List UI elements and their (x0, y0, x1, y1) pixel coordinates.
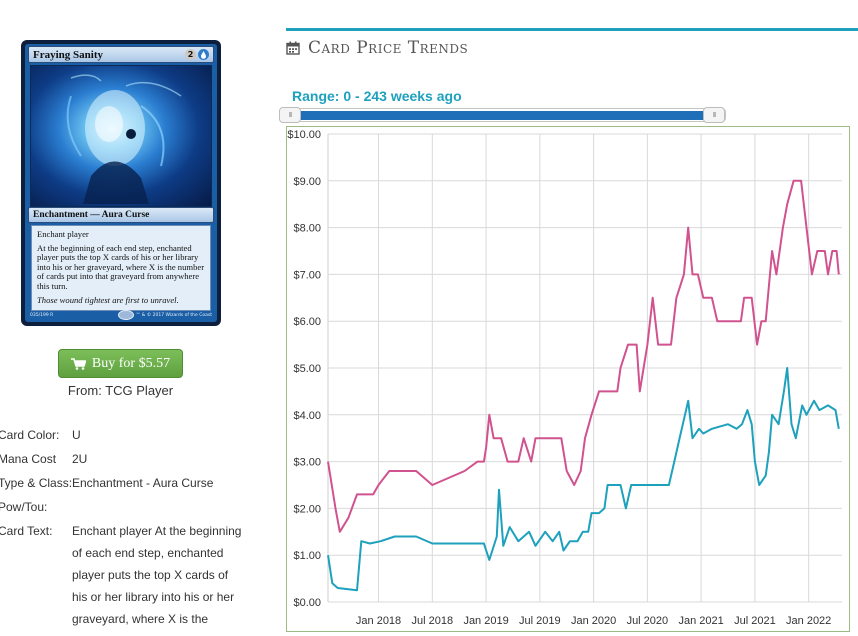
x-tick-label: Jul 2019 (519, 615, 561, 627)
detail-value-text: Enchant player At the beginning of each … (72, 520, 262, 630)
detail-value-type: Enchantment - Aura Curse (72, 476, 214, 490)
shopping-cart-icon (70, 357, 86, 370)
y-tick-label: $9.00 (293, 176, 321, 188)
chart-title: Card Price Trends (308, 38, 469, 58)
card-text-line: Enchant player At the beginning (72, 524, 242, 538)
y-tick-label: $6.00 (293, 316, 321, 328)
detail-value-color: U (72, 428, 81, 442)
header-divider (286, 28, 858, 31)
y-tick-label: $0.00 (293, 597, 321, 609)
range-slider-fill (291, 111, 713, 120)
detail-label-powtou: Pow/Tou: (0, 500, 48, 514)
x-tick-label: Jan 2022 (786, 615, 831, 627)
detail-value-mana: 2U (72, 452, 88, 466)
card-text-line: graveyard, where X is the (72, 612, 209, 626)
mana-blue-symbol (198, 49, 209, 60)
x-tick-label: Jul 2021 (734, 615, 776, 627)
y-tick-label: $5.00 (293, 363, 321, 375)
card-mana-cost: 2 (185, 49, 209, 60)
card-text-box: Enchant player At the beginning of each … (31, 225, 211, 311)
card-text-line: player puts the top X cards of (72, 568, 229, 582)
card-rules-line-2: At the beginning of each end step, encha… (37, 242, 205, 291)
detail-label-text: Card Text: (0, 524, 53, 538)
range-slider-handle-start[interactable]: III (279, 107, 301, 123)
price-series-line-2 (327, 367, 840, 592)
y-tick-label: $3.00 (293, 457, 321, 469)
buy-button-label: Buy for $5.57 (91, 355, 171, 371)
card-image: Fraying Sanity 2 Enchantment — Aura C (21, 40, 221, 326)
range-slider-handle-end[interactable]: III (703, 107, 725, 123)
range-slider[interactable]: III III (279, 107, 726, 123)
detail-label-type: Type & Class: (0, 476, 73, 490)
card-rules-line-1: Enchant player (37, 229, 89, 239)
y-tick-label: $1.00 (293, 550, 321, 562)
card-frame: Fraying Sanity 2 Enchantment — Aura C (25, 44, 217, 322)
x-tick-label: Jul 2020 (627, 615, 669, 627)
buy-button[interactable]: Buy for $5.57 (58, 349, 183, 378)
card-type-line: Enchantment — Aura Curse (33, 210, 150, 220)
range-label: Range: 0 - 243 weeks ago (292, 88, 462, 104)
price-chart: $0.00 $1.00 $2.00 $3.00 $4.00 $5.00 $6.00 $7.00… (287, 129, 842, 627)
card-artwork (30, 65, 212, 207)
card-type-bar: Enchantment — Aura Curse (28, 207, 214, 223)
buy-source: From: TCG Player (67, 383, 174, 398)
y-tick-label: $7.00 (293, 269, 321, 281)
card-title-bar: Fraying Sanity 2 (28, 46, 214, 63)
card-footer: 035/199 R ™ & © 2017 Wizards of the Coas… (30, 310, 212, 320)
y-tick-label: $10.00 (287, 129, 321, 141)
card-flavor-text: Those wound tightest are first to unrave… (37, 294, 179, 305)
y-tick-label: $4.00 (293, 410, 321, 422)
x-tick-label: Jan 2019 (463, 615, 508, 627)
x-tick-label: Jan 2021 (679, 615, 724, 627)
chart-heading: Card Price Trends (286, 38, 468, 58)
detail-label-color: Card Color: (0, 428, 60, 442)
price-series-line-1 (327, 179, 840, 533)
x-tick-label: Jan 2018 (356, 615, 401, 627)
mana-generic-symbol: 2 (185, 49, 196, 60)
x-tick-label: Jul 2018 (412, 615, 454, 627)
y-tick-label: $8.00 (293, 223, 321, 235)
set-symbol-icon (118, 310, 134, 320)
card-text-line: of each end step, enchanted (72, 546, 224, 560)
detail-label-mana: Mana Cost (0, 452, 57, 466)
card-collector-number: 035/199 R (30, 312, 54, 318)
card-name: Fraying Sanity (33, 48, 103, 61)
chart-frame (286, 126, 850, 632)
y-tick-label: $2.00 (293, 503, 321, 515)
card-text-line: his or her library into his or her (72, 590, 235, 604)
calendar-icon (286, 41, 300, 55)
x-tick-label: Jan 2020 (571, 615, 616, 627)
card-copyright: ™ & © 2017 Wizards of the Coast (135, 312, 212, 318)
